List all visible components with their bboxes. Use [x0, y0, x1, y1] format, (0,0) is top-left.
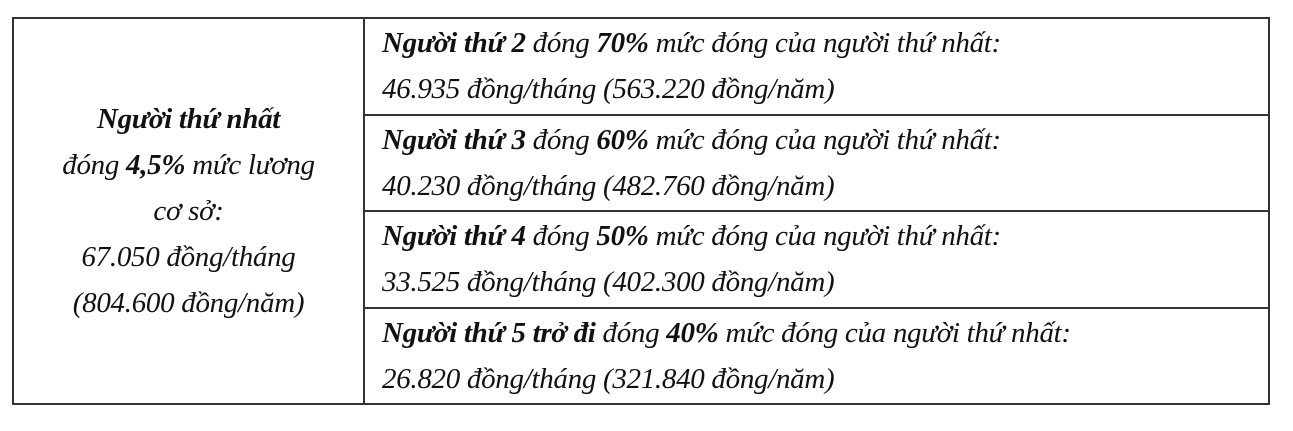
text: mức đóng của người thứ nhất:: [648, 27, 1002, 60]
rate: 40%: [666, 316, 719, 349]
text: đóng: [525, 123, 597, 156]
table-row: Người thứ 5 trở đi đóng 40% mức đóng của…: [365, 306, 1268, 404]
person-label: Người thứ 5 trở đi: [382, 316, 596, 349]
rate: 4,5%: [126, 149, 186, 181]
amount: 26.820 đồng/tháng (321.840 đồng/năm): [382, 362, 835, 395]
text: đóng: [595, 316, 667, 349]
text: mức đóng của người thứ nhất:: [648, 220, 1002, 253]
first-person-cell: Người thứ nhất đóng 4,5% mức lương cơ sở…: [14, 19, 365, 403]
person-label: Người thứ 4: [382, 220, 526, 253]
text: mức đóng của người thứ nhất:: [648, 123, 1002, 156]
amount: 46.935 đồng/tháng (563.220 đồng/năm): [382, 73, 835, 106]
first-person-label: Người thứ nhất: [96, 103, 281, 135]
rate: 50%: [596, 220, 649, 253]
table-row: Người thứ 2 đóng 70% mức đóng của người …: [365, 19, 1268, 114]
other-persons-column: Người thứ 2 đóng 70% mức đóng của người …: [365, 19, 1268, 403]
table-row: Người thứ 4 đóng 50% mức đóng của người …: [365, 210, 1268, 307]
text: cơ sở:: [153, 195, 224, 227]
text: đóng: [525, 220, 597, 253]
contribution-table: Người thứ nhất đóng 4,5% mức lương cơ sở…: [12, 17, 1270, 405]
text: mức lương: [185, 149, 315, 181]
text: mức đóng của người thứ nhất:: [718, 316, 1071, 349]
table-row: Người thứ 3 đóng 60% mức đóng của người …: [365, 113, 1268, 211]
text: đóng: [525, 27, 597, 60]
yearly-amount: (804.600 đồng/năm): [72, 287, 305, 319]
amount: 40.230 đồng/tháng (482.760 đồng/năm): [382, 169, 835, 202]
monthly-amount: 67.050 đồng/tháng: [81, 241, 296, 273]
person-label: Người thứ 3: [382, 123, 526, 156]
person-label: Người thứ 2: [382, 27, 526, 60]
rate: 60%: [596, 123, 649, 156]
amount: 33.525 đồng/tháng (402.300 đồng/năm): [382, 266, 835, 299]
rate: 70%: [596, 27, 649, 60]
text: đóng: [62, 149, 127, 181]
